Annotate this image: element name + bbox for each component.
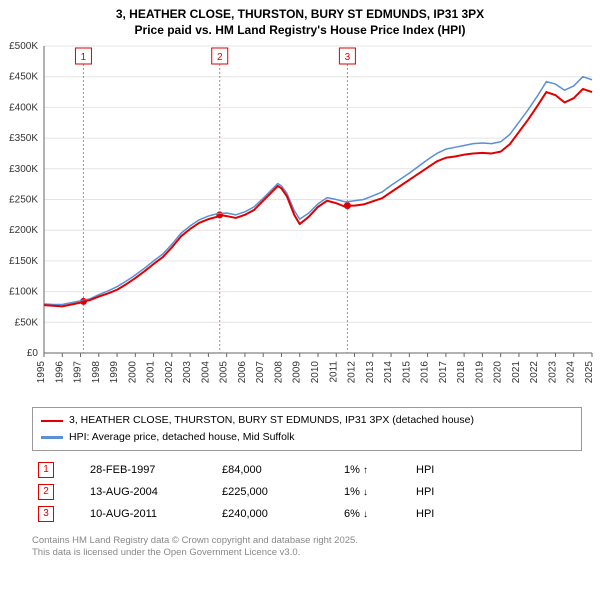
svg-text:2001: 2001 [146,361,157,384]
svg-text:2018: 2018 [456,361,467,384]
svg-text:2005: 2005 [219,361,230,384]
svg-text:3: 3 [345,52,351,63]
event-marker: 3 [38,506,54,522]
svg-text:2013: 2013 [365,361,376,384]
line-chart: £0 £50K £100K £150K £200K £250K £300K £350K £400… [0,38,600,403]
svg-text:2012: 2012 [347,361,358,384]
svg-text:2000: 2000 [127,361,138,384]
legend-label: 3, HEATHER CLOSE, THURSTON, BURY ST EDMU… [69,412,474,429]
table-row: 2 13-AUG-2004£225,0001% ↓HPI [32,481,582,503]
event-pct: 1% ↑ [338,459,410,481]
svg-text:2006: 2006 [237,361,248,384]
event-tag: HPI [410,481,582,503]
svg-text:2003: 2003 [182,361,193,384]
event-marker: 1 [38,462,54,478]
event-date: 28-FEB-1997 [84,459,216,481]
event-price: £225,000 [216,481,338,503]
svg-text:2017: 2017 [438,361,449,384]
chart-title: 3, HEATHER CLOSE, THURSTON, BURY ST EDMU… [0,0,600,38]
svg-text:£0: £0 [27,348,39,359]
svg-text:2009: 2009 [292,361,303,384]
svg-text:£350K: £350K [9,133,38,144]
svg-text:2020: 2020 [493,361,504,384]
svg-text:1998: 1998 [91,361,102,384]
footnote-line1: Contains HM Land Registry data © Crown c… [32,535,358,546]
svg-text:2015: 2015 [401,361,412,384]
event-date: 13-AUG-2004 [84,481,216,503]
footnote-line2: This data is licensed under the Open Gov… [32,547,300,558]
event-tag: HPI [410,459,582,481]
title-line2: Price paid vs. HM Land Registry's House … [135,23,466,37]
table-row: 3 10-AUG-2011£240,0006% ↓HPI [32,503,582,525]
event-pct: 1% ↓ [338,481,410,503]
svg-text:2016: 2016 [420,361,431,384]
svg-text:2: 2 [217,52,223,63]
event-price: £84,000 [216,459,338,481]
svg-text:1995: 1995 [36,361,47,384]
svg-text:1997: 1997 [73,361,84,384]
legend-swatch [41,420,63,423]
legend-swatch [41,436,63,439]
event-tag: HPI [410,503,582,525]
svg-text:2025: 2025 [584,361,595,384]
svg-text:£150K: £150K [9,256,38,267]
svg-text:2022: 2022 [529,361,540,384]
legend: 3, HEATHER CLOSE, THURSTON, BURY ST EDMU… [32,407,582,451]
svg-text:£450K: £450K [9,72,38,83]
svg-text:2004: 2004 [200,361,211,384]
svg-text:£200K: £200K [9,226,38,237]
svg-text:£250K: £250K [9,195,38,206]
svg-text:1: 1 [81,52,87,63]
svg-text:2010: 2010 [310,361,321,384]
event-date: 10-AUG-2011 [84,503,216,525]
legend-item: 3, HEATHER CLOSE, THURSTON, BURY ST EDMU… [41,412,573,429]
svg-text:£500K: £500K [9,41,38,52]
svg-text:2011: 2011 [328,361,339,383]
svg-text:2019: 2019 [474,361,485,384]
svg-text:£50K: £50K [15,318,39,329]
legend-item: HPI: Average price, detached house, Mid … [41,429,573,446]
svg-text:2023: 2023 [547,361,558,384]
event-price: £240,000 [216,503,338,525]
svg-text:2007: 2007 [255,361,266,384]
svg-text:£400K: £400K [9,103,38,114]
title-line1: 3, HEATHER CLOSE, THURSTON, BURY ST EDMU… [116,7,484,21]
svg-text:2002: 2002 [164,361,175,384]
table-row: 1 28-FEB-1997£84,0001% ↑HPI [32,459,582,481]
svg-text:2008: 2008 [273,361,284,384]
svg-text:£100K: £100K [9,287,38,298]
svg-text:1999: 1999 [109,361,120,384]
svg-text:2021: 2021 [511,361,522,384]
svg-text:2024: 2024 [566,361,577,384]
chart-area: £0 £50K £100K £150K £200K £250K £300K £350K £400… [0,38,600,403]
svg-text:2014: 2014 [383,361,394,384]
event-marker: 2 [38,484,54,500]
legend-label: HPI: Average price, detached house, Mid … [69,429,295,446]
svg-text:£300K: £300K [9,164,38,175]
footnote: Contains HM Land Registry data © Crown c… [32,535,582,560]
event-pct: 6% ↓ [338,503,410,525]
events-table: 1 28-FEB-1997£84,0001% ↑HPI 2 13-AUG-2004£2… [32,459,582,525]
svg-text:1996: 1996 [54,361,65,384]
